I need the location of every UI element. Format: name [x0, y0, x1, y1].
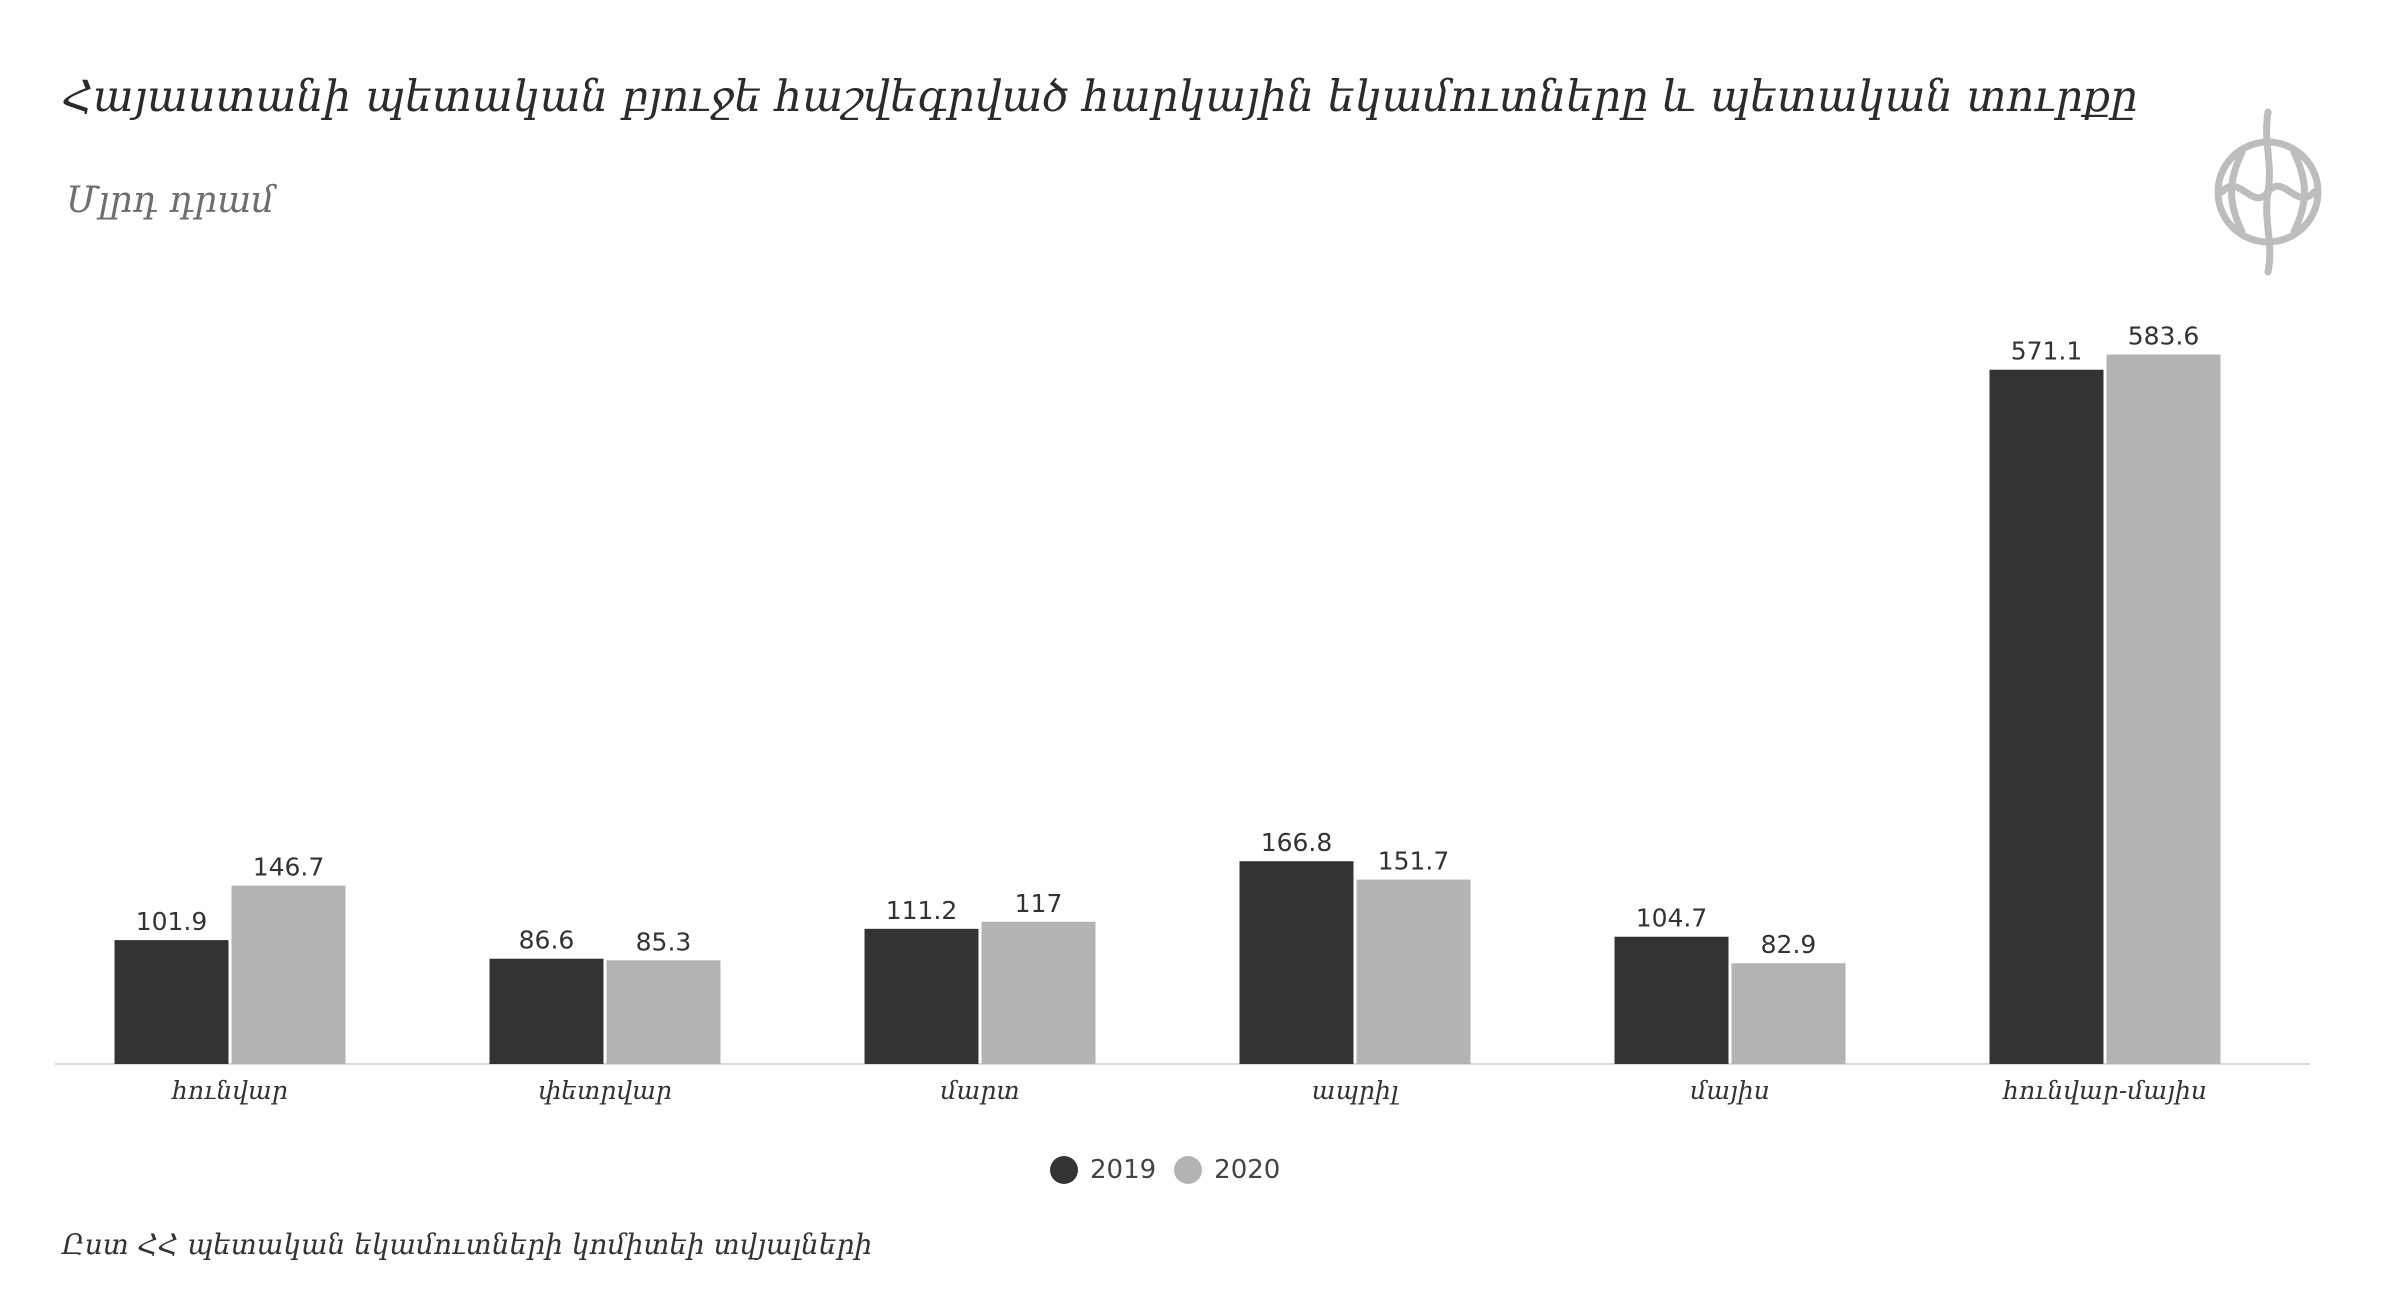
data-label-2019-1: 86.6 [519, 926, 575, 955]
legend-label-2020: 2020 [1214, 1155, 1281, 1185]
data-label-2020-5: 583.6 [2128, 322, 2200, 351]
source-note: Ըստ ՀՀ պետական եկամուտների կոմիտեի տվյալ… [62, 1228, 873, 1261]
bar-2020-5 [2106, 354, 2221, 1064]
x-tick-label-2: մարտ [940, 1076, 1019, 1105]
bar-2020-0 [231, 885, 346, 1064]
bar-2019-2 [864, 928, 979, 1064]
legend-item-2019: 2019 [1050, 1155, 1156, 1185]
bar-2019-1 [489, 958, 604, 1064]
x-tick-label-4: մայիս [1690, 1076, 1770, 1105]
bar-2019-3 [1239, 861, 1354, 1064]
data-label-2019-4: 104.7 [1636, 904, 1708, 933]
chart-title: Հայաստանի պետական բյուջե հաշվեգրված հարկ… [62, 72, 2138, 122]
bar-2019-0 [114, 940, 229, 1064]
data-label-2019-0: 101.9 [136, 907, 208, 936]
globe-emblem-icon [2214, 108, 2322, 276]
bar-2020-4 [1731, 963, 1846, 1064]
data-label-2019-5: 571.1 [2011, 337, 2083, 366]
data-label-2020-2: 117 [1015, 889, 1063, 918]
data-label-2019-2: 111.2 [886, 896, 958, 925]
bar-2019-5 [1989, 369, 2104, 1064]
data-label-2019-3: 166.8 [1261, 828, 1333, 857]
x-tick-label-1: փետրվար [538, 1076, 672, 1105]
data-label-2020-1: 85.3 [636, 927, 692, 956]
bar-2020-2 [981, 921, 1096, 1064]
bar-2020-1 [606, 960, 721, 1064]
data-label-2020-4: 82.9 [1761, 930, 1817, 959]
chart-subtitle: Մլրդ դրամ [66, 180, 275, 221]
legend-item-2020: 2020 [1174, 1155, 1280, 1185]
data-label-2020-0: 146.7 [253, 853, 325, 882]
chart-legend: 2019 2020 [1050, 1155, 1280, 1185]
x-tick-label-5: հունվար-մայիս [2001, 1076, 2207, 1105]
legend-swatch-2019 [1050, 1156, 1078, 1184]
bar-2020-3 [1356, 879, 1471, 1064]
x-tick-label-3: ապրիլ [1312, 1076, 1400, 1105]
bar-2019-4 [1614, 936, 1729, 1064]
data-label-2020-3: 151.7 [1378, 847, 1450, 876]
legend-swatch-2020 [1174, 1156, 1203, 1184]
x-tick-label-0: հունվար [170, 1076, 288, 1105]
legend-label-2019: 2019 [1090, 1155, 1157, 1185]
